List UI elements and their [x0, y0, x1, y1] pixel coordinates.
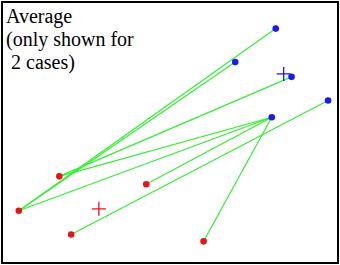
average-marker [277, 67, 291, 81]
point [272, 25, 279, 32]
annotation: Average(only shown for 2 cases) [6, 5, 134, 74]
point [325, 97, 332, 104]
point [200, 238, 207, 245]
segment [204, 117, 272, 241]
point [232, 59, 239, 66]
annotation-line: 2 cases) [6, 51, 75, 74]
annotation-line: (only shown for [6, 28, 134, 51]
segment [71, 100, 328, 234]
plot-frame [2, 2, 338, 263]
point [68, 231, 75, 238]
point [56, 173, 63, 180]
average-marker [92, 202, 106, 216]
segment [19, 117, 272, 211]
annotation-line: Average [6, 5, 72, 28]
segment [59, 77, 291, 176]
point [143, 181, 150, 188]
chart: Average(only shown for 2 cases) [0, 0, 340, 265]
point [15, 208, 22, 215]
point [268, 114, 275, 121]
